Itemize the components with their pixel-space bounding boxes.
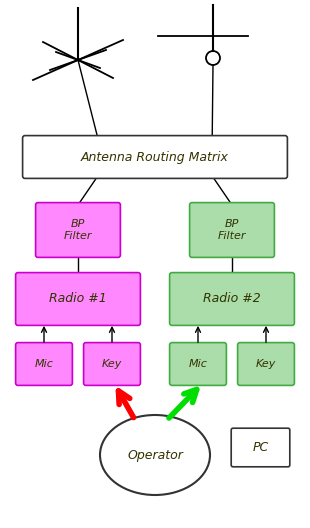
Text: Key: Key [102,359,122,369]
FancyBboxPatch shape [36,203,120,257]
Text: Mic: Mic [188,359,207,369]
Text: Antenna Routing Matrix: Antenna Routing Matrix [81,150,229,164]
FancyBboxPatch shape [23,136,287,178]
Ellipse shape [100,415,210,495]
FancyBboxPatch shape [190,203,274,257]
FancyBboxPatch shape [231,428,290,467]
Text: Key: Key [256,359,276,369]
FancyBboxPatch shape [16,343,73,385]
FancyBboxPatch shape [84,343,140,385]
Text: Radio #2: Radio #2 [203,293,261,306]
FancyBboxPatch shape [170,272,294,325]
Text: BP
Filter: BP Filter [64,219,92,241]
Text: Operator: Operator [127,448,183,461]
FancyBboxPatch shape [16,272,140,325]
Text: BP
Filter: BP Filter [218,219,246,241]
Text: Mic: Mic [34,359,53,369]
FancyBboxPatch shape [237,343,294,385]
Text: Radio #1: Radio #1 [49,293,107,306]
FancyBboxPatch shape [170,343,226,385]
Text: PC: PC [252,441,269,454]
